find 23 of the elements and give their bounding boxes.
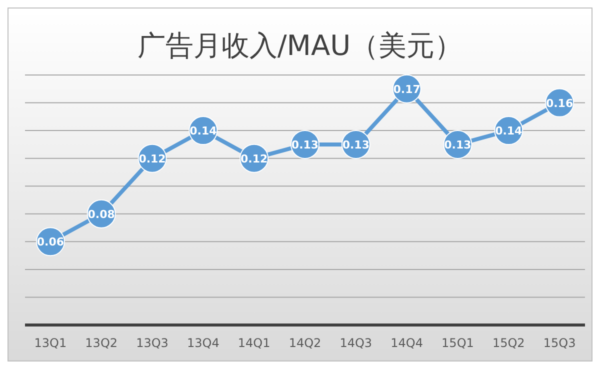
x-tick-label: 13Q1 xyxy=(34,336,67,350)
x-tick-label: 13Q4 xyxy=(187,336,220,350)
data-label: 0.08 xyxy=(88,208,115,221)
x-tick-label: 13Q2 xyxy=(85,336,118,350)
data-label: 0.14 xyxy=(190,124,218,138)
data-label: 0.13 xyxy=(291,138,319,152)
data-label: 0.13 xyxy=(342,138,370,152)
x-tick-label: 15Q2 xyxy=(492,336,525,350)
data-label: 0.14 xyxy=(495,124,523,138)
chart-title: 广告月收入/MAU（美元） xyxy=(137,29,463,62)
x-tick-label: 15Q1 xyxy=(442,336,474,350)
x-tick-label: 14Q2 xyxy=(288,336,322,350)
data-label: 0.13 xyxy=(444,138,472,152)
x-tick-label: 13Q3 xyxy=(136,336,168,350)
x-tick-label: 14Q1 xyxy=(238,336,270,350)
data-label: 0.06 xyxy=(36,236,64,249)
x-tick-label: 14Q4 xyxy=(390,336,423,350)
x-tick-label: 14Q3 xyxy=(340,336,372,350)
data-label: 0.16 xyxy=(546,96,574,110)
data-label: 0.17 xyxy=(393,82,420,96)
data-label: 0.12 xyxy=(138,152,166,166)
x-tick-label: 15Q3 xyxy=(543,336,576,350)
data-label: 0.12 xyxy=(240,152,268,166)
